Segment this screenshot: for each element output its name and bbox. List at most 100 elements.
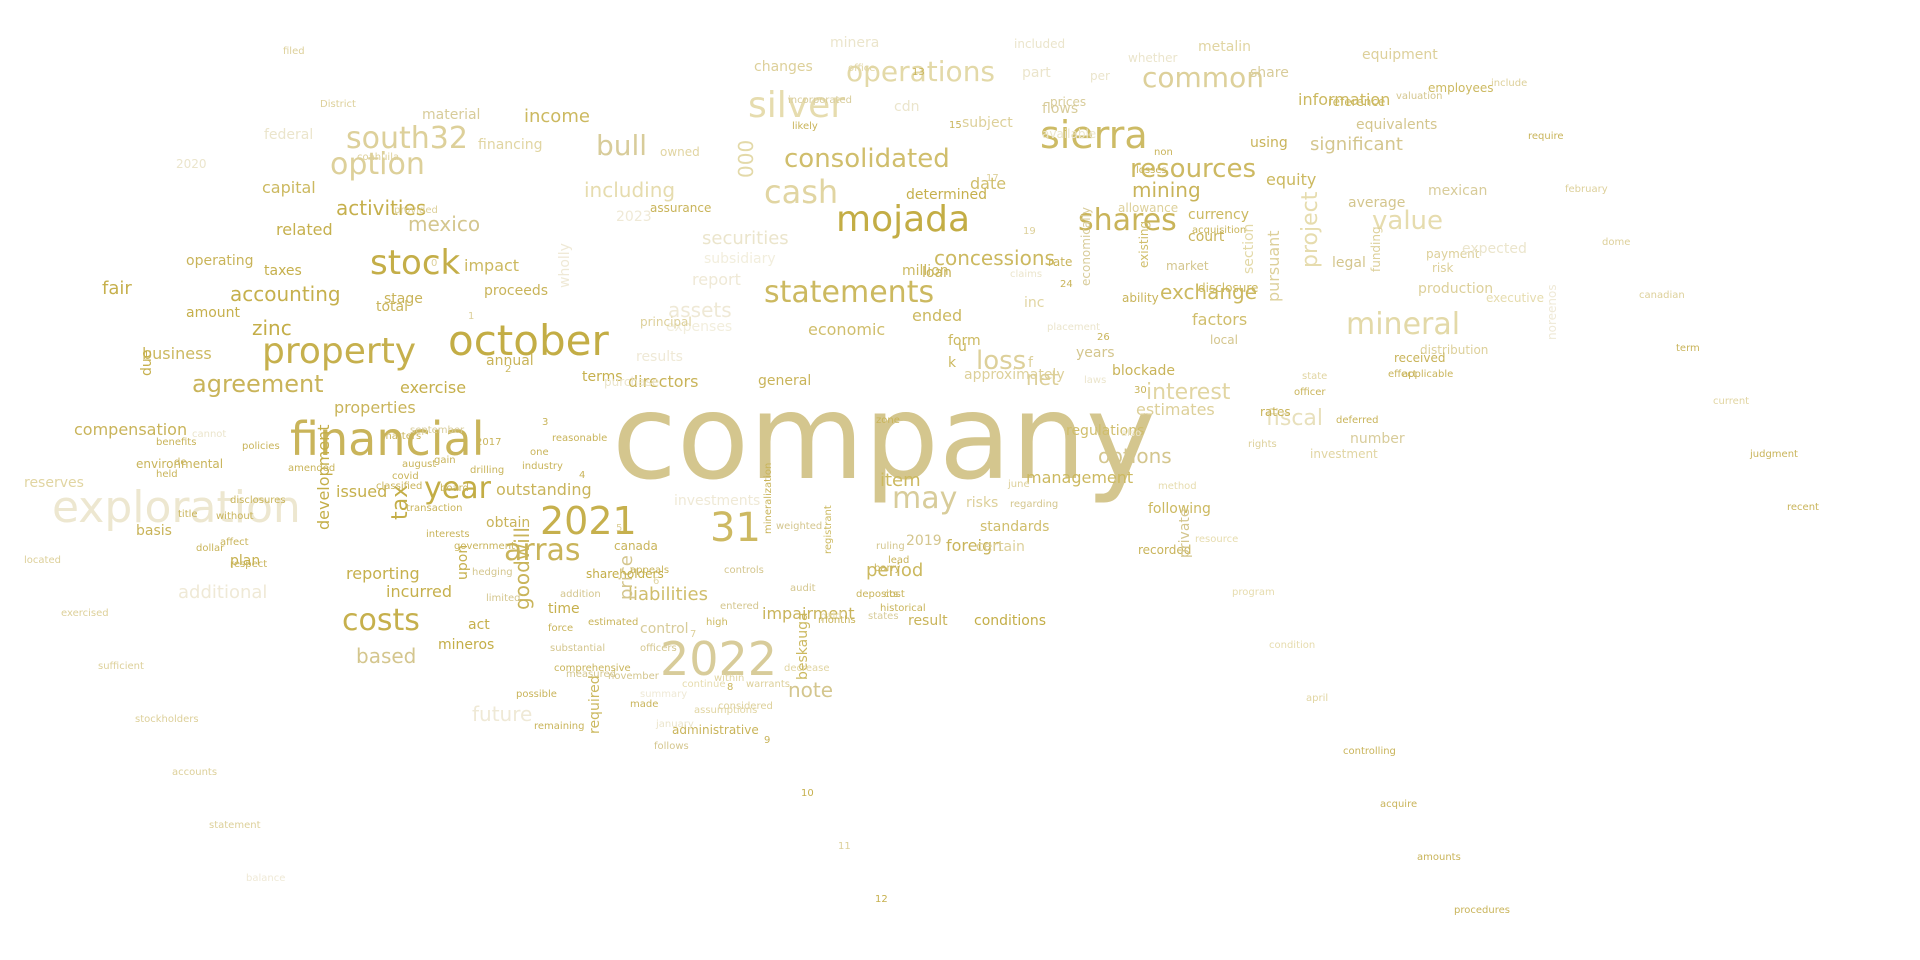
cloud-word-coahuila: coahuila [357, 152, 400, 163]
cloud-word-held: held [156, 469, 178, 480]
cloud-word-recent: recent [1787, 502, 1819, 513]
cloud-word-states: states [868, 611, 899, 622]
cloud-word-executive: executive [1486, 291, 1545, 305]
cloud-word-mineral: mineral [1346, 307, 1461, 342]
cloud-word-compensation: compensation [74, 420, 188, 439]
cloud-word-19: 19 [1023, 226, 1036, 237]
cloud-word-zone: zone [876, 415, 900, 426]
cloud-word-arras: arras [504, 533, 581, 568]
cloud-word-stage: stage [384, 291, 423, 307]
cloud-word-approximately: approximately [964, 367, 1065, 383]
cloud-word-distribution: distribution [1420, 343, 1489, 357]
cloud-word-board: board [440, 483, 469, 494]
cloud-word-resource: resource [1195, 534, 1239, 545]
cloud-word-impairment: impairment [762, 604, 855, 623]
cloud-word-proceeds: proceeds [484, 283, 549, 299]
cloud-word-number: number [1350, 431, 1405, 447]
cloud-word-mojada: mojada [836, 199, 971, 240]
cloud-word-basis: basis [136, 523, 172, 539]
cloud-word-interests: interests [426, 529, 470, 540]
cloud-word-rate: rate [1048, 255, 1073, 269]
cloud-word-mining: mining [1132, 178, 1201, 202]
cloud-word-entered: entered [720, 601, 759, 612]
cloud-word-regarding: regarding [1010, 499, 1059, 510]
cloud-word-april: april [1306, 693, 1329, 704]
cloud-word-annual: annual [486, 353, 534, 369]
cloud-word-risks: risks [966, 495, 999, 511]
cloud-word-require: require [1528, 131, 1564, 142]
cloud-word-officers: officers [640, 643, 677, 654]
cloud-word-metalin: metalin [1198, 39, 1251, 55]
cloud-word-cannot: cannot [192, 429, 227, 440]
cloud-word-investments: investments [674, 493, 761, 509]
cloud-word-0: 0 [431, 258, 438, 269]
cloud-word-2020: 2020 [176, 157, 207, 171]
cloud-word-required: required [587, 675, 603, 734]
cloud-word-payment: payment [1426, 247, 1480, 261]
cloud-word-11: 11 [838, 841, 851, 852]
cloud-word-within: within [714, 673, 745, 684]
cloud-word-cdn: cdn [894, 99, 920, 115]
cloud-word-financial: financial [290, 412, 485, 466]
cloud-word-due: due [139, 349, 155, 376]
cloud-word-audit: audit [790, 583, 816, 594]
cloud-word-significant: significant [1310, 134, 1403, 155]
cloud-word-available: available [1042, 127, 1097, 141]
cloud-word-classified: classified [376, 481, 423, 492]
cloud-word-options: options [1098, 444, 1172, 468]
cloud-word-term: term [1676, 343, 1700, 354]
cloud-word-august: august [402, 459, 437, 470]
cloud-word-september: september [410, 425, 465, 436]
cloud-word-disclosure: disclosure [1198, 281, 1259, 295]
cloud-word-non: non [1154, 147, 1173, 158]
cloud-word-transaction: transaction [406, 503, 463, 514]
cloud-word-controlling: controlling [1343, 746, 1396, 757]
cloud-word-federal: federal [264, 127, 314, 143]
cloud-word-one: one [530, 447, 549, 458]
cloud-word-agreement: agreement [192, 370, 324, 398]
cloud-word-summary: summary [640, 689, 688, 700]
cloud-word-incorporated: incorporated [788, 95, 852, 106]
cloud-word-judgment: judgment [1750, 449, 1798, 460]
cloud-word-weighted: weighted [776, 521, 823, 532]
cloud-word-reporting: reporting [346, 564, 420, 583]
cloud-word-ability: ability [1122, 291, 1159, 305]
cloud-word-balance: balance [246, 873, 286, 884]
cloud-word-shares: shares [1078, 203, 1177, 238]
cloud-word-whether: whether [1128, 51, 1178, 65]
cloud-word-control: control [640, 621, 689, 637]
cloud-word-equity: equity [1266, 170, 1317, 189]
cloud-word-measured: measured [566, 669, 616, 680]
cloud-word-statement: statement [209, 820, 261, 831]
cloud-word-reference: reference [1328, 95, 1386, 109]
cloud-word-property: property [262, 331, 417, 372]
cloud-word-plan: plan [230, 553, 261, 569]
cloud-word-currency: currency [1188, 207, 1249, 223]
cloud-word-without: without [216, 511, 254, 522]
cloud-word-rates: rates [1260, 405, 1291, 419]
cloud-word-000: 000 [734, 139, 758, 178]
cloud-word-financing: financing [478, 137, 543, 153]
cloud-word-sufficient: sufficient [98, 661, 144, 672]
cloud-word-also: also [1121, 428, 1142, 439]
cloud-word-registrant: registrant [823, 505, 834, 554]
cloud-word-program: program [1232, 587, 1275, 598]
cloud-word-matters: matters [382, 431, 422, 442]
cloud-word-act: act [468, 617, 490, 633]
cloud-word-2023: 2023 [616, 209, 652, 225]
cloud-word-form: form [948, 333, 981, 349]
cloud-word-dome: dome [1602, 237, 1631, 248]
cloud-word-fiscal: fiscal [1266, 406, 1324, 431]
cloud-word-court: court [1188, 229, 1225, 245]
cloud-word-economically: economically [1079, 206, 1093, 286]
cloud-word-losses: losses [1136, 165, 1167, 176]
cloud-word-share: share [1250, 65, 1289, 81]
cloud-word-changes: changes [754, 59, 813, 75]
cloud-word-expected: expected [1462, 241, 1527, 257]
cloud-word-operating: operating [186, 253, 254, 269]
cloud-word-placement: placement [1047, 322, 1101, 333]
cloud-word-f: f [1028, 355, 1033, 371]
cloud-word-mexican: mexican [1428, 183, 1488, 199]
cloud-word-resources: resources [1130, 154, 1257, 184]
cloud-word-noreenos: noreenos [1545, 284, 1559, 340]
